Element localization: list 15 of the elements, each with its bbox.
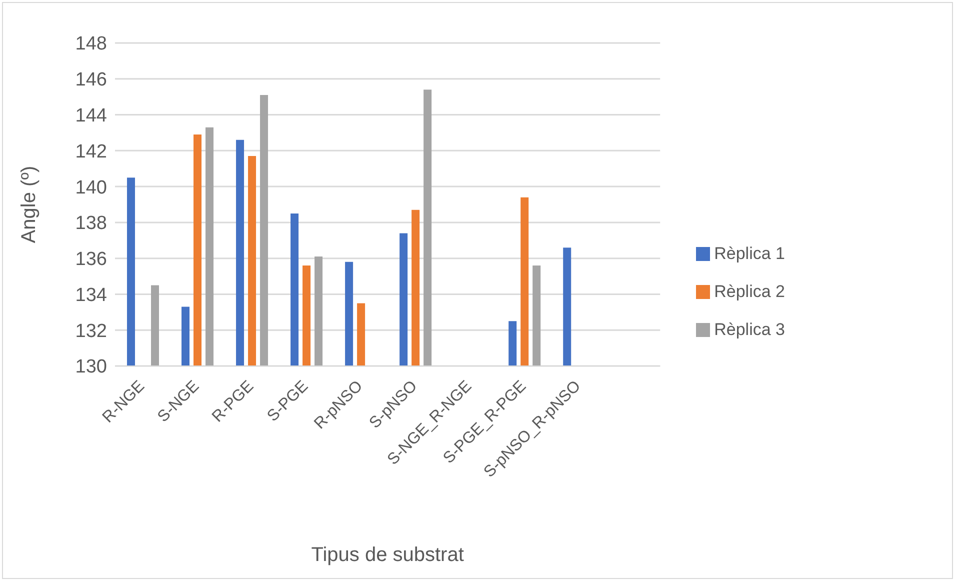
legend-label: Rèplica 1 bbox=[714, 244, 785, 262]
y-tick-label: 138 bbox=[75, 213, 107, 234]
legend-label: Rèplica 2 bbox=[714, 282, 785, 300]
y-tick-label: 144 bbox=[75, 106, 108, 127]
y-tick-label: 136 bbox=[75, 249, 107, 270]
y-tick-label: 134 bbox=[75, 284, 108, 306]
y-axis-title: Angle (º) bbox=[18, 166, 40, 244]
y-tick-label: 142 bbox=[75, 141, 107, 162]
y-tick-label: 132 bbox=[75, 320, 107, 342]
y-tick-label: 148 bbox=[75, 34, 107, 55]
y-tick-label: 140 bbox=[75, 177, 107, 198]
y-tick-label: 130 bbox=[75, 356, 107, 378]
legend-label: Rèplica 3 bbox=[714, 320, 785, 338]
x-axis-title: Tipus de substrat bbox=[311, 544, 464, 566]
y-tick-label: 146 bbox=[75, 70, 107, 91]
